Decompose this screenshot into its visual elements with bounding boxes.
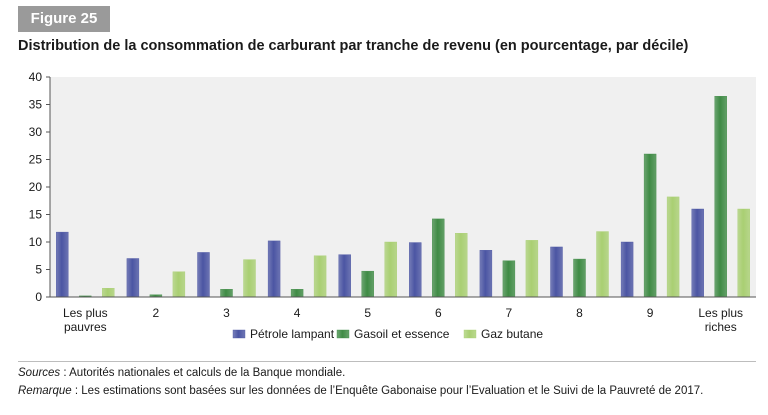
bar-chart: 0 5 10 15 20 25 30 35 40 Les plus pauvres 2 3 4 5 6 7 8 9… [29, 70, 756, 341]
x-tick-label: 9 [647, 306, 654, 320]
y-tick-label: 15 [29, 208, 43, 222]
bar-3-5 [384, 241, 397, 298]
bar-1-5 [338, 254, 351, 298]
y-tick-label: 30 [29, 125, 43, 139]
x-tick-label: Les plus riches [698, 306, 743, 334]
x-tick-label: 2 [153, 306, 160, 320]
bar-3-1 [102, 288, 115, 298]
y-tick-label: 35 [29, 98, 43, 112]
bar-1-10 [691, 208, 704, 298]
legend-label: Gaz butane [481, 327, 543, 341]
x-tick-label: 4 [294, 306, 301, 320]
bar-3-8 [596, 231, 609, 298]
sources-note: Sources : Autorités nationales et calcul… [18, 367, 346, 379]
bar-1-9 [620, 241, 634, 298]
bar-1-7 [479, 250, 493, 298]
y-tick-label: 25 [29, 153, 43, 167]
bar-1-1 [56, 231, 69, 298]
x-axis: Les plus pauvres 2 3 4 5 6 7 8 9 Les plus riches [50, 296, 756, 334]
bar-3-6 [455, 232, 468, 298]
bar-3-9 [666, 196, 680, 298]
y-tick-label: 10 [29, 235, 43, 249]
x-tick-label: 8 [576, 306, 583, 320]
legend: Pétrole lampant Gasoil et essence Gaz buta… [232, 327, 543, 341]
remarque-note: Remarque : Les estimations sont basées s… [18, 385, 704, 397]
bar-2-4 [290, 289, 304, 298]
bar-2-5 [361, 270, 374, 298]
bar-3-4 [313, 255, 327, 298]
y-axis: 0 5 10 15 20 25 30 35 40 [29, 70, 51, 304]
legend-label: Gasoil et essence [354, 327, 450, 341]
bar-1-8 [550, 246, 563, 298]
x-tick-label: Les plus pauvres [63, 306, 108, 334]
bar-1-3 [197, 252, 210, 298]
bar-1-2 [126, 258, 140, 298]
footer-divider [18, 361, 756, 362]
y-tick-label: 40 [29, 70, 43, 84]
bar-1-4 [267, 240, 281, 298]
x-tick-label: 6 [435, 306, 442, 320]
bar-2-10 [714, 96, 727, 298]
legend-swatch [463, 329, 477, 339]
bar-2-3 [220, 289, 233, 298]
y-tick-label: 5 [35, 263, 42, 277]
x-tick-label: 5 [364, 306, 371, 320]
bars-group [56, 96, 750, 298]
legend-label: Pétrole lampant [250, 327, 335, 341]
figure-badge: Figure 25 [18, 6, 110, 32]
bar-2-6 [432, 218, 445, 298]
bar-3-2 [172, 271, 186, 298]
bar-2-8 [573, 258, 586, 298]
legend-swatch [232, 329, 246, 339]
legend-swatch [336, 329, 350, 339]
bar-3-7 [525, 240, 539, 298]
y-tick-label: 0 [35, 290, 42, 304]
y-tick-label: 20 [29, 180, 43, 194]
bar-1-6 [409, 242, 422, 298]
bar-3-3 [243, 259, 256, 298]
x-tick-label: 3 [223, 306, 230, 320]
bar-3-10 [737, 208, 750, 298]
bar-2-7 [502, 260, 516, 298]
x-tick-label: 7 [506, 306, 513, 320]
bar-2-9 [643, 153, 657, 298]
chart-title: Distribution de la consommation de carbu… [18, 38, 689, 54]
plot-background [50, 77, 756, 297]
